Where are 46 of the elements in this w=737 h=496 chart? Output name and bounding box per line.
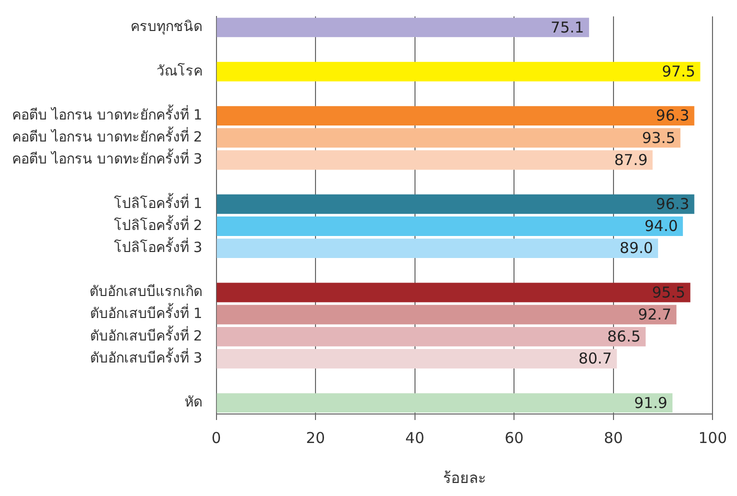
x-tick-label: 100	[698, 428, 728, 447]
data-label: 89.0	[620, 239, 654, 258]
bar	[216, 238, 658, 258]
bar	[216, 18, 590, 38]
y-tick-label: คอตีบ ไอกรน บาดทะยักครั้งที่ 3	[12, 148, 202, 168]
x-axis-title: ร้อยละ	[442, 468, 486, 487]
data-label: 92.7	[638, 305, 672, 324]
y-tick-label: คอตีบ ไอกรน บาดทะยักครั้งที่ 1	[12, 104, 202, 124]
bar	[216, 150, 653, 170]
bar	[216, 62, 700, 82]
bar	[216, 326, 646, 346]
y-tick-label: โปลิโอครั้งที่ 2	[114, 214, 202, 234]
y-tick-label: ครบทุกชนิด	[130, 19, 202, 36]
y-tick-label: ตับอักเสบบีแรกเกิด	[89, 284, 202, 300]
y-tick-label: โปลิโอครั้งที่ 1	[114, 192, 202, 212]
data-label: 87.9	[614, 150, 648, 169]
data-label: 96.3	[656, 195, 690, 214]
y-tick-label: โปลิโอครั้งที่ 3	[114, 236, 202, 256]
data-label: 97.5	[662, 62, 696, 81]
y-tick-label: หัด	[184, 394, 202, 411]
y-tick-label: คอตีบ ไอกรน บาดทะยักครั้งที่ 2	[12, 126, 202, 146]
y-tick-label: วัณโรค	[156, 62, 202, 80]
y-tick-label: ตับอักเสบบีครั้งที่ 2	[90, 325, 202, 344]
x-tick-label: 40	[405, 428, 424, 447]
data-label: 96.3	[656, 106, 690, 125]
y-tick-label: ตับอักเสบบีครั้งที่ 1	[90, 303, 202, 322]
bar	[216, 349, 617, 368]
bar	[216, 106, 694, 126]
bar	[216, 304, 676, 324]
bar	[216, 282, 690, 302]
bar	[216, 216, 683, 236]
data-label: 94.0	[644, 217, 678, 236]
data-label: 91.9	[634, 394, 668, 412]
x-tick-label: 60	[504, 428, 524, 447]
data-label: 86.5	[607, 328, 641, 346]
data-label: 93.5	[642, 128, 676, 147]
x-tick-label: 80	[604, 428, 623, 447]
data-label: 95.5	[652, 283, 686, 302]
bar	[216, 393, 672, 413]
data-label: 75.1	[550, 18, 584, 36]
bar	[216, 194, 694, 214]
x-tick-label: 0	[211, 428, 222, 447]
data-label: 80.7	[578, 350, 612, 368]
y-tick-label: ตับอักเสบบีครั้งที่ 3	[90, 347, 202, 366]
x-tick-label: 20	[306, 428, 326, 447]
bar	[216, 128, 680, 148]
